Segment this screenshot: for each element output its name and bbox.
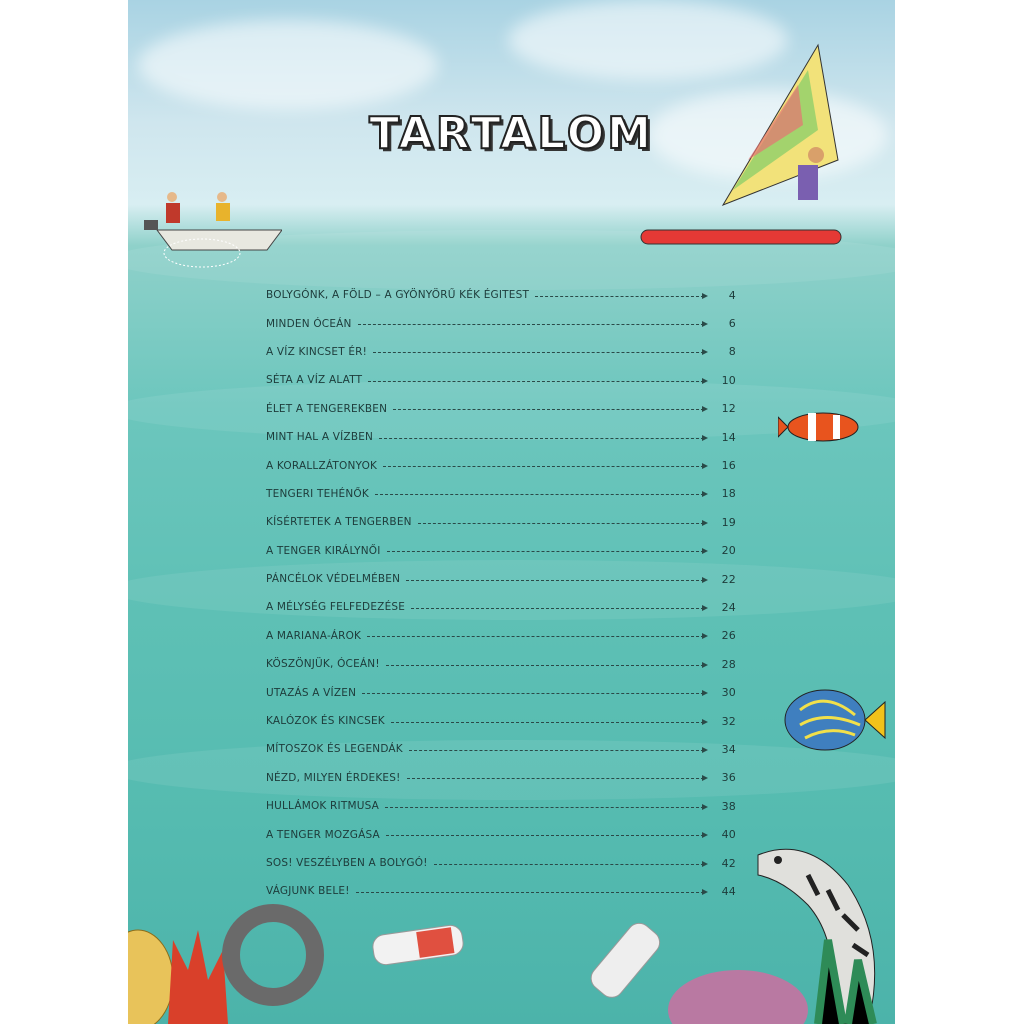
toc-page-number: 6: [728, 317, 736, 331]
toc-entry-title: Páncélok védelmében: [266, 573, 401, 586]
leader-arrow: [386, 548, 709, 555]
toc-page-number: 4: [728, 288, 736, 302]
toc-page-number: 18: [721, 487, 736, 501]
leader-arrow: [385, 661, 709, 668]
leader-arrow: [406, 576, 708, 583]
toc-entry-title: A tenger királynői: [266, 544, 381, 557]
toc-page-number: 20: [721, 544, 736, 558]
leader-arrow: [362, 690, 708, 697]
toc-entry-title: Tengeri tehénők: [266, 487, 369, 500]
toc-entry[interactable]: A víz kincset ér! 8: [266, 338, 736, 366]
toc-entry[interactable]: Páncélok védelmében 22: [266, 565, 736, 593]
toc-page-number: 28: [721, 657, 736, 671]
toc-entry-title: Vágjunk bele!: [266, 885, 350, 898]
leader-arrow: [355, 888, 709, 895]
toc-page-number: 30: [721, 686, 736, 700]
toc-entry-title: Kísértetek a tengerben: [266, 516, 412, 529]
toc-page-number: 40: [721, 828, 736, 842]
angelfish-illustration: [784, 689, 886, 751]
toc-page-number: 38: [721, 799, 736, 813]
toc-page-number: 34: [721, 742, 736, 756]
toc-entry-title: A Mariana-árok: [266, 629, 362, 642]
cloud: [138, 20, 438, 110]
toc-entry-title: A mélység felfedezése: [266, 601, 406, 614]
toc-entry[interactable]: Tengeri tehénők 18: [266, 480, 736, 508]
toc-page-number: 24: [721, 600, 736, 614]
toc-entry-title: A tenger mozgása: [266, 828, 380, 841]
toc-page-number: 14: [721, 430, 736, 444]
leader-arrow: [357, 321, 709, 328]
toc-entry[interactable]: Köszönjük, óceán! 28: [266, 650, 736, 678]
leader-arrow: [390, 718, 709, 725]
toc-entry-title: Hullámok ritmusa: [266, 800, 380, 813]
leader-arrow: [379, 434, 708, 441]
leader-arrow: [535, 292, 708, 299]
toc-page-number: 16: [721, 459, 736, 473]
toc-page-number: 26: [721, 629, 736, 643]
toc-entry[interactable]: Mítoszok és legendák 34: [266, 735, 736, 763]
reef-illustration: [128, 904, 877, 1024]
toc-page-number: 12: [721, 402, 736, 416]
leader-arrow: [368, 377, 708, 384]
toc-entry[interactable]: Élet a tengerekben 12: [266, 395, 736, 423]
leader-arrow: [373, 349, 708, 356]
toc-entry-title: Séta a víz alatt: [266, 374, 363, 387]
toc-page-number: 36: [721, 771, 736, 785]
leader-arrow: [383, 463, 708, 470]
toc-entry[interactable]: Minden óceán 6: [266, 309, 736, 337]
toc-entry[interactable]: A tenger mozgása 40: [266, 820, 736, 848]
toc-entry[interactable]: Mint hal a vízben 14: [266, 423, 736, 451]
clownfish-illustration: [778, 412, 859, 442]
toc-entry-title: A víz kincset ér!: [266, 345, 368, 358]
toc-page-number: 32: [721, 714, 736, 728]
toc-entry[interactable]: A Mariana-árok 26: [266, 622, 736, 650]
toc-entry[interactable]: Bolygónk, a Föld – a gyönyörű kék égites…: [266, 281, 736, 309]
leader-arrow: [385, 832, 709, 839]
toc-entry[interactable]: Vágjunk bele! 44: [266, 877, 736, 905]
leader-arrow: [375, 491, 708, 498]
toc-page-number: 22: [721, 572, 736, 586]
toc-entry-title: Mint hal a vízben: [266, 431, 374, 444]
toc-entry-title: SOS! Veszélyben a bolygó!: [266, 857, 428, 869]
leader-arrow: [408, 746, 709, 753]
toc-entry-title: Élet a tengerekben: [266, 402, 388, 415]
windsurfer-illustration: [640, 43, 842, 245]
toc-entry[interactable]: Nézd, milyen érdekes! 36: [266, 764, 736, 792]
leader-arrow: [411, 604, 708, 611]
toc-entry-title: Mítoszok és legendák: [266, 743, 403, 756]
toc-entry-title: A korallzátonyok: [266, 459, 378, 472]
toc-page-number: 42: [721, 856, 736, 870]
toc-page-number: 8: [728, 345, 736, 359]
toc-entry[interactable]: Hullámok ritmusa 38: [266, 792, 736, 820]
page-title: TARTALOM: [368, 107, 654, 160]
toc-entry-title: Kalózok és kincsek: [266, 715, 385, 728]
toc-entry[interactable]: A mélység felfedezése 24: [266, 593, 736, 621]
toc-entry[interactable]: Utazás a vízen 30: [266, 678, 736, 706]
wave: [128, 560, 895, 620]
fishing-boat-illustration: [144, 192, 282, 268]
toc-entry-title: Minden óceán: [266, 317, 352, 330]
leader-arrow: [433, 860, 709, 867]
toc-entry[interactable]: A tenger királynői 20: [266, 537, 736, 565]
toc-entry-title: Utazás a vízen: [266, 686, 357, 699]
contents-page: TARTALOM: [128, 0, 895, 1024]
toc-entry-title: Nézd, milyen érdekes!: [266, 771, 401, 784]
table-of-contents: Bolygónk, a Föld – a gyönyörű kék égites…: [266, 281, 736, 906]
toc-entry-title: Köszönjük, óceán!: [266, 658, 380, 671]
toc-entry[interactable]: A korallzátonyok 16: [266, 451, 736, 479]
leader-arrow: [385, 803, 708, 810]
cloud: [508, 0, 788, 80]
toc-page-number: 10: [721, 373, 736, 387]
toc-entry[interactable]: Séta a víz alatt 10: [266, 366, 736, 394]
leader-arrow: [406, 775, 709, 782]
toc-page-number: 19: [721, 515, 736, 529]
leader-arrow: [367, 633, 708, 640]
leader-arrow: [417, 519, 709, 526]
toc-entry[interactable]: SOS! Veszélyben a bolygó! 42: [266, 849, 736, 877]
toc-page-number: 44: [721, 884, 736, 898]
toc-entry[interactable]: Kalózok és kincsek 32: [266, 707, 736, 735]
leader-arrow: [393, 406, 708, 413]
toc-entry-title: Bolygónk, a Föld – a gyönyörű kék égites…: [266, 289, 530, 302]
toc-entry[interactable]: Kísértetek a tengerben 19: [266, 508, 736, 536]
